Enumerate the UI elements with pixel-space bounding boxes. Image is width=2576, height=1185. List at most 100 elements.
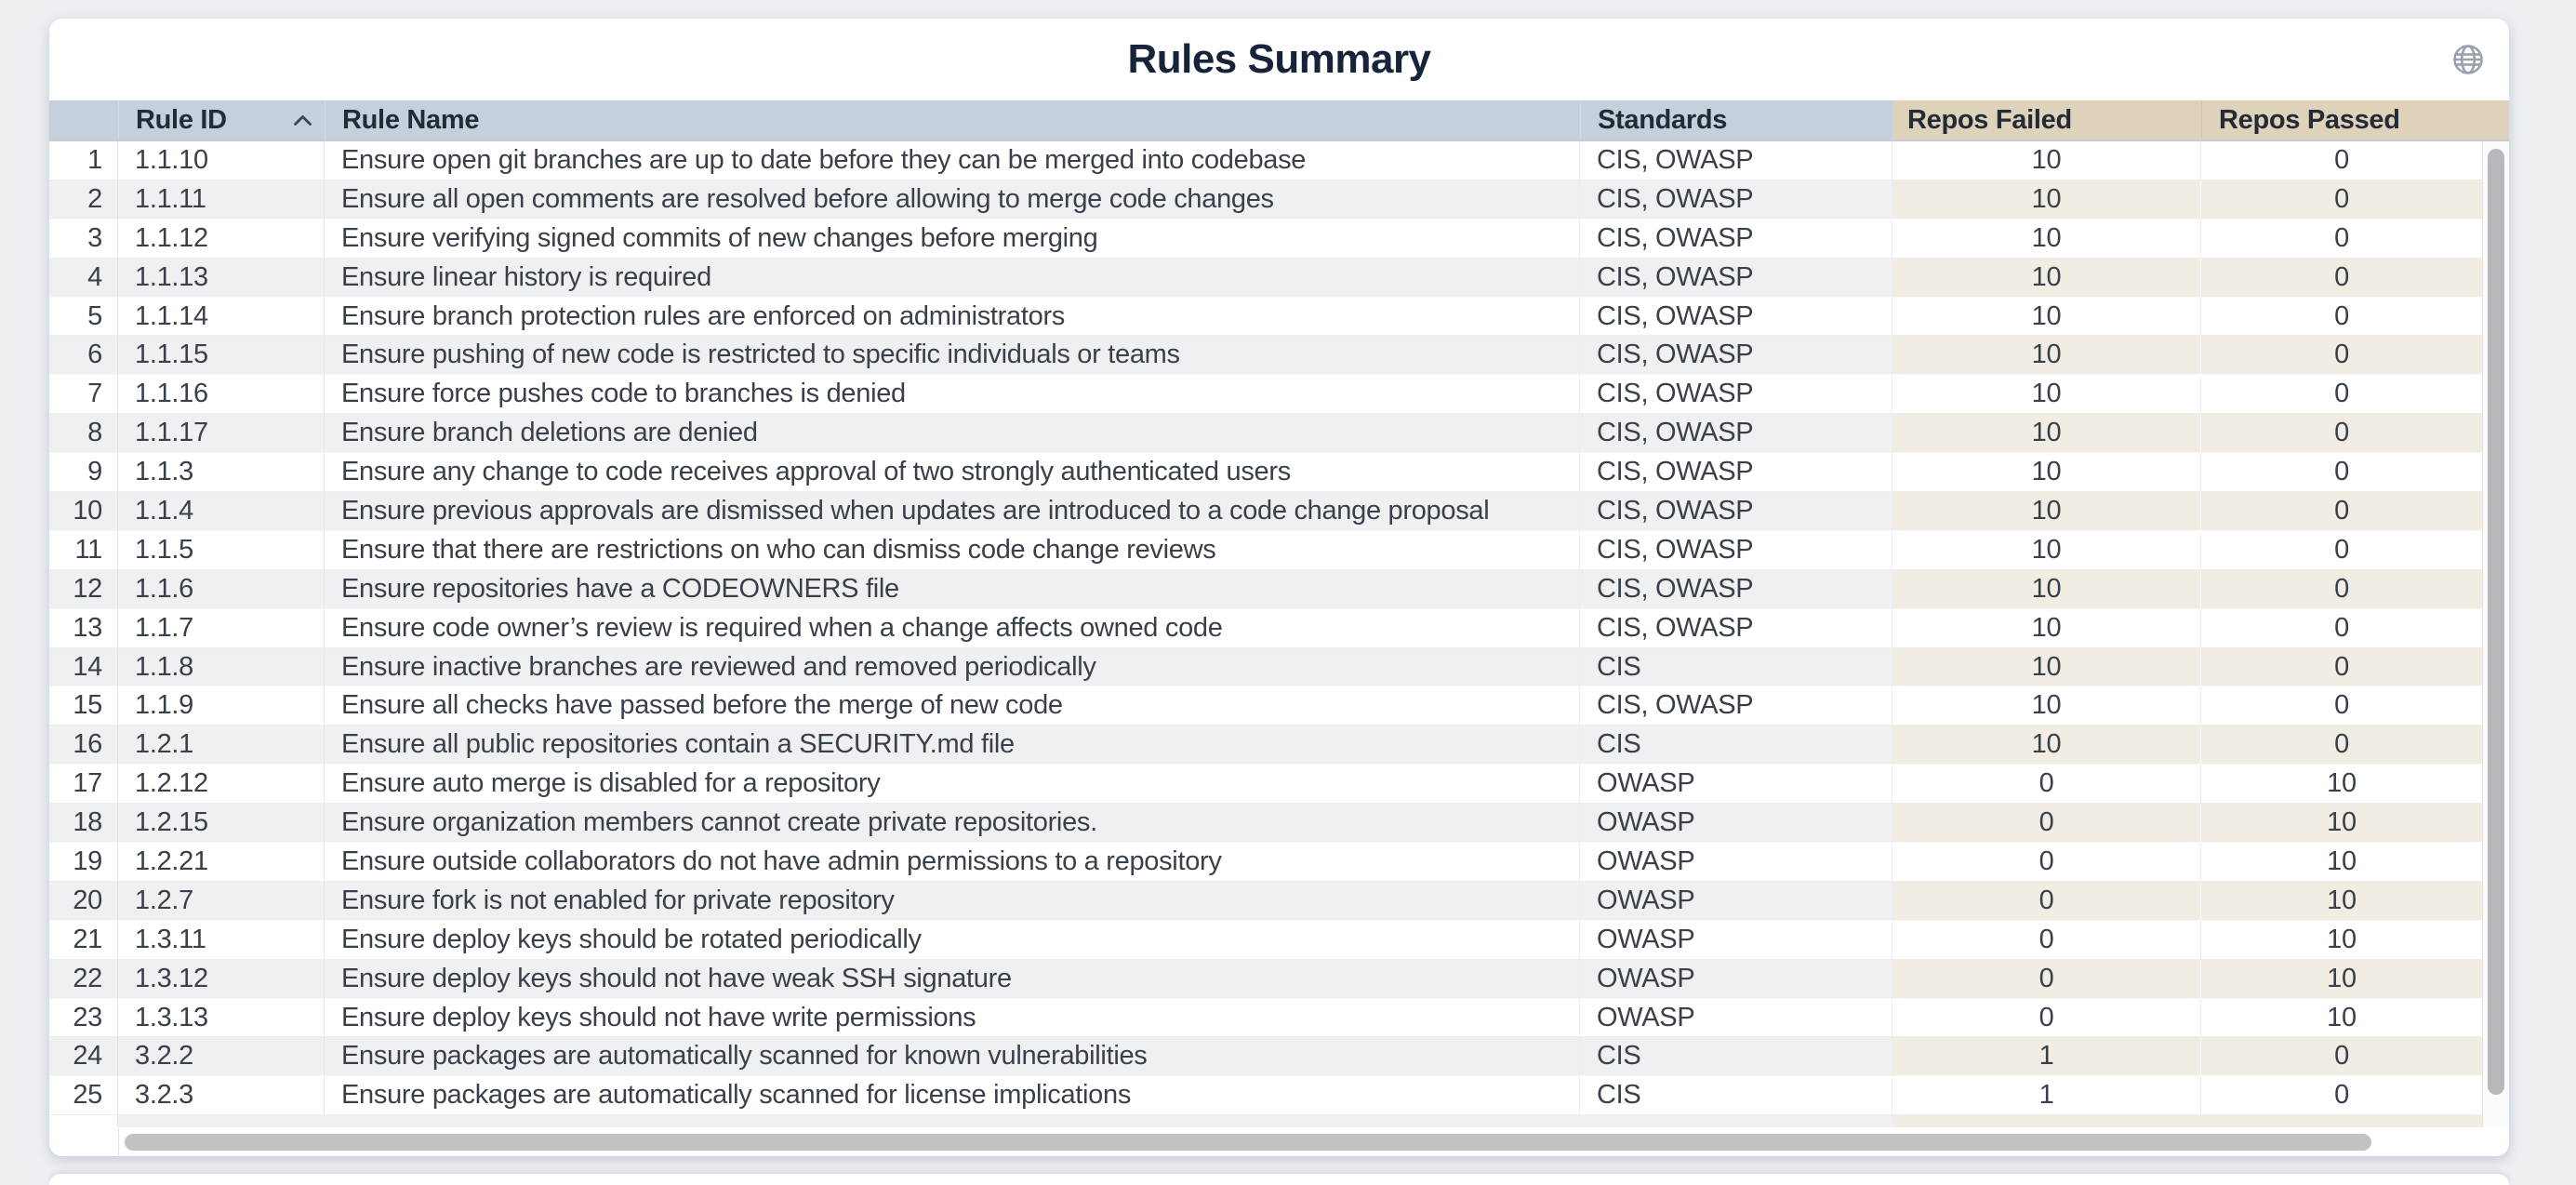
rule-id-cell: 1.2.7 [118, 881, 325, 921]
row-index-cell: 17 [49, 765, 118, 805]
header-standards-label: Standards [1598, 104, 1728, 135]
table-row[interactable]: 17 1.2.12 Ensure auto merge is disabled … [49, 765, 2509, 805]
rule-id-cell: 1.2.15 [118, 804, 325, 844]
standards-cell: OWASP [1580, 765, 1892, 805]
card-titlebar: Rules Summary [49, 19, 2509, 100]
table-row[interactable]: 3 1.1.12 Ensure verifying signed commits… [49, 219, 2509, 259]
table-row[interactable]: 2 1.1.11 Ensure all open comments are re… [49, 180, 2509, 220]
table-row[interactable]: 9 1.1.3 Ensure any change to code receiv… [49, 453, 2509, 493]
table-row[interactable]: 21 1.3.11 Ensure deploy keys should be r… [49, 920, 2509, 960]
repos-passed-cell: 0 [2201, 375, 2509, 415]
rule-name-cell: Ensure all checks have passed before the… [325, 686, 1580, 726]
standards-cell: CIS, OWASP [1580, 608, 1892, 648]
table-row[interactable]: 24 3.2.2 Ensure packages are automatical… [49, 1037, 2509, 1077]
table-row[interactable]: 19 1.2.21 Ensure outside collaborators d… [49, 843, 2509, 882]
rule-name-cell: Ensure verifying signed commits of new c… [325, 219, 1580, 259]
sort-asc-icon[interactable] [292, 113, 313, 127]
rule-id-cell: 1.1.3 [118, 453, 325, 493]
rule-id-cell: 1.3.11 [118, 920, 325, 960]
rule-id-cell: 1.3.12 [118, 959, 325, 999]
row-index-cell: 4 [49, 258, 118, 298]
row-index-cell: 19 [49, 843, 118, 882]
standards-cell: CIS, OWASP [1580, 219, 1892, 259]
header-repos-passed[interactable]: Repos Passed [2201, 100, 2509, 140]
standards-cell: CIS, OWASP [1580, 297, 1892, 337]
rule-name-cell: Ensure packages are automatically scanne… [325, 1037, 1580, 1077]
repos-failed-cell: 0 [1892, 881, 2201, 921]
repos-passed-cell: 10 [2201, 804, 2509, 844]
repos-failed-cell: 10 [1892, 686, 2201, 726]
horizontal-scrollbar[interactable] [49, 1128, 2509, 1156]
rule-name-cell: Ensure fork is not enabled for private r… [325, 881, 1580, 921]
table-row[interactable]: 14 1.1.8 Ensure inactive branches are re… [49, 647, 2509, 687]
table-row[interactable]: 15 1.1.9 Ensure all checks have passed b… [49, 686, 2509, 726]
row-index-cell: 16 [49, 726, 118, 766]
table-row[interactable]: 1 1.1.10 Ensure open git branches are up… [49, 141, 2509, 180]
standards-cell: OWASP [1580, 959, 1892, 999]
horizontal-scrollbar-thumb[interactable] [125, 1134, 2371, 1151]
table-row[interactable]: 4 1.1.13 Ensure linear history is requir… [49, 258, 2509, 298]
header-standards[interactable]: Standards [1580, 100, 1892, 140]
rule-name-cell: Ensure packages are automatically scanne… [325, 1076, 1580, 1116]
repos-passed-cell: 10 [2201, 881, 2509, 921]
vertical-scrollbar[interactable] [2482, 141, 2509, 1128]
rule-name-cell: Ensure inactive branches are reviewed an… [325, 647, 1580, 687]
repos-failed-cell: 10 [1892, 336, 2201, 376]
rule-name-cell: Ensure outside collaborators do not have… [325, 843, 1580, 882]
rule-name-cell: Ensure branch protection rules are enfor… [325, 297, 1580, 337]
rule-id-cell: 3.2.2 [118, 1037, 325, 1077]
row-index-cell: 8 [49, 414, 118, 454]
repos-failed-cell: 0 [1892, 959, 2201, 999]
repos-passed-cell: 0 [2201, 531, 2509, 570]
table-row[interactable]: 23 1.3.13 Ensure deploy keys should not … [49, 998, 2509, 1038]
repos-passed-cell: 0 [2201, 1076, 2509, 1116]
repos-passed-cell: 0 [2201, 180, 2509, 220]
repos-passed-cell: 0 [2201, 726, 2509, 766]
row-index-cell: 13 [49, 608, 118, 648]
table-row[interactable]: 13 1.1.7 Ensure code owner’s review is r… [49, 608, 2509, 648]
standards-cell: CIS, OWASP [1580, 258, 1892, 298]
rule-id-cell: 1.1.5 [118, 530, 325, 570]
header-rule-name[interactable]: Rule Name [325, 100, 1580, 140]
table-row[interactable]: 25 3.2.3 Ensure packages are automatical… [49, 1076, 2509, 1116]
header-repos-failed[interactable]: Repos Failed [1892, 100, 2201, 140]
row-index-cell: 6 [49, 336, 118, 376]
standards-cell: CIS, OWASP [1580, 336, 1892, 376]
repos-passed-cell: 10 [2201, 999, 2509, 1038]
repos-passed-cell: 0 [2201, 298, 2509, 337]
table-row[interactable]: 22 1.3.12 Ensure deploy keys should not … [49, 959, 2509, 999]
repos-failed-cell: 0 [1892, 920, 2201, 960]
repos-passed-cell: 10 [2201, 765, 2509, 805]
vertical-scrollbar-thumb[interactable] [2488, 149, 2504, 1095]
repos-failed-cell: 1 [1892, 1037, 2201, 1077]
table-row[interactable]: 6 1.1.15 Ensure pushing of new code is r… [49, 336, 2509, 376]
page-title: Rules Summary [1127, 36, 1431, 82]
globe-icon[interactable] [2451, 43, 2485, 76]
header-rule-id[interactable]: Rule ID [118, 100, 325, 140]
repos-failed-cell: 10 [1892, 258, 2201, 298]
table-row[interactable]: 11 1.1.5 Ensure that there are restricti… [49, 530, 2509, 570]
rule-name-cell: Ensure all open comments are resolved be… [325, 180, 1580, 220]
rule-id-cell: 1.1.6 [118, 569, 325, 609]
rule-id-cell: 1.1.11 [118, 180, 325, 220]
table-row[interactable]: 20 1.2.7 Ensure fork is not enabled for … [49, 881, 2509, 921]
standards-cell: OWASP [1580, 920, 1892, 960]
repos-failed-cell: 0 [1892, 843, 2201, 882]
repos-passed-cell: 0 [2201, 141, 2509, 180]
table-row[interactable]: 8 1.1.17 Ensure branch deletions are den… [49, 414, 2509, 454]
table-row[interactable]: 16 1.2.1 Ensure all public repositories … [49, 726, 2509, 766]
standards-cell: CIS, OWASP [1580, 569, 1892, 609]
table-row[interactable]: 18 1.2.15 Ensure organization members ca… [49, 804, 2509, 844]
row-index-cell: 21 [49, 920, 118, 960]
table-row[interactable]: 12 1.1.6 Ensure repositories have a CODE… [49, 569, 2509, 609]
rule-name-cell: Ensure that there are restrictions on wh… [325, 530, 1580, 570]
table-row[interactable]: 7 1.1.16 Ensure force pushes code to bra… [49, 375, 2509, 415]
header-row-index [49, 100, 118, 140]
rule-id-cell: 1.1.15 [118, 336, 325, 376]
rule-id-cell: 1.1.17 [118, 414, 325, 454]
table-row[interactable]: 5 1.1.14 Ensure branch protection rules … [49, 297, 2509, 337]
standards-cell: CIS [1580, 1076, 1892, 1116]
row-index-cell: 24 [49, 1037, 118, 1077]
repos-passed-cell: 0 [2201, 1037, 2509, 1077]
table-row[interactable]: 10 1.1.4 Ensure previous approvals are d… [49, 492, 2509, 531]
